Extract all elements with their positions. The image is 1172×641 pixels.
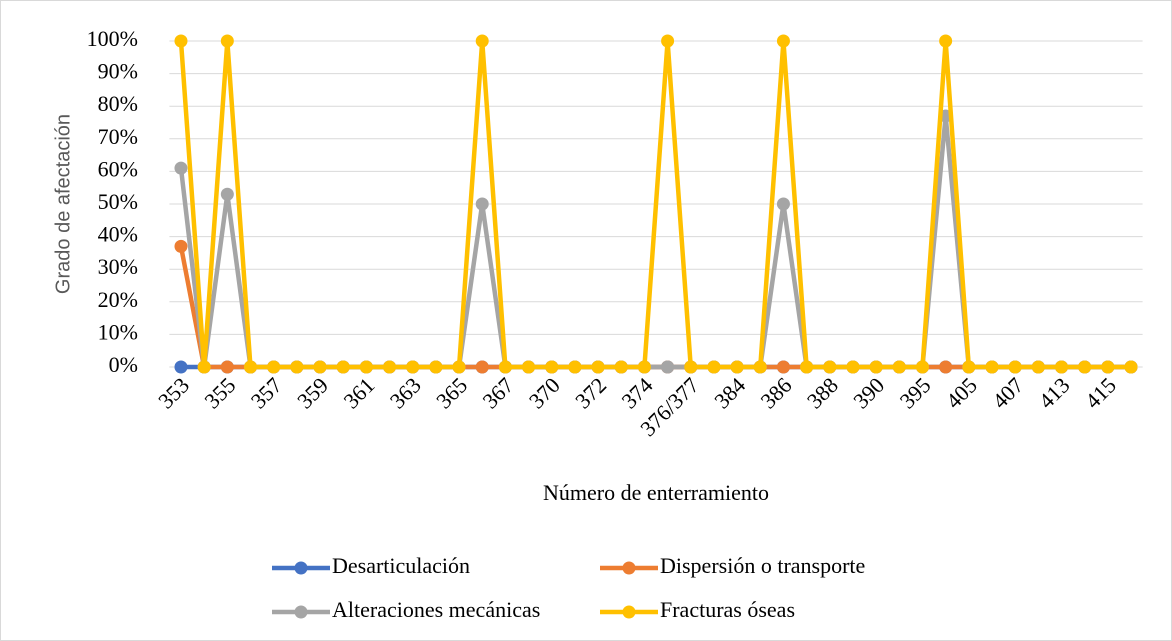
point xyxy=(174,34,188,48)
point xyxy=(1055,360,1068,374)
point xyxy=(475,360,489,374)
legend-marker xyxy=(294,561,308,575)
legend-marker xyxy=(622,605,636,619)
point xyxy=(892,360,906,374)
point xyxy=(614,360,628,374)
point xyxy=(707,360,721,374)
point xyxy=(1008,360,1022,374)
y-tick-label: 50% xyxy=(98,189,138,214)
point xyxy=(661,34,675,48)
legend-marker xyxy=(294,605,308,619)
point xyxy=(1031,360,1045,374)
y-tick-label: 100% xyxy=(87,26,138,51)
point xyxy=(776,197,790,211)
point xyxy=(776,34,790,48)
point xyxy=(869,360,883,374)
point xyxy=(591,360,605,374)
point xyxy=(244,360,257,374)
y-tick-label: 60% xyxy=(98,156,138,181)
legend-label: Alteraciones mecánicas xyxy=(332,597,540,622)
point xyxy=(846,360,860,374)
y-tick-label: 80% xyxy=(98,91,138,116)
point xyxy=(800,360,814,374)
y-tick-label: 70% xyxy=(98,124,138,149)
point xyxy=(939,34,953,48)
point xyxy=(359,360,373,374)
point xyxy=(568,360,582,374)
point xyxy=(776,360,790,374)
point xyxy=(498,360,512,374)
point xyxy=(939,360,953,374)
y-tick-label: 90% xyxy=(98,59,138,84)
point xyxy=(336,360,350,374)
point xyxy=(753,360,767,374)
point xyxy=(406,360,420,374)
legend-marker xyxy=(622,561,636,575)
x-axis-label: Número de enterramiento xyxy=(543,480,769,505)
point xyxy=(915,360,929,374)
point xyxy=(475,197,489,211)
point xyxy=(220,187,234,201)
point xyxy=(174,161,188,175)
point xyxy=(475,34,489,48)
point xyxy=(383,360,397,374)
point xyxy=(661,360,675,374)
point xyxy=(1078,360,1092,374)
point xyxy=(267,360,281,374)
point xyxy=(220,360,234,374)
point xyxy=(1124,360,1138,374)
point xyxy=(197,360,211,374)
point xyxy=(220,34,234,48)
point xyxy=(985,360,999,374)
point xyxy=(452,360,466,374)
y-tick-label: 10% xyxy=(98,319,138,344)
point xyxy=(823,360,837,374)
y-tick-label: 30% xyxy=(98,254,138,279)
point xyxy=(174,360,188,374)
legend-label: Dispersión o transporte xyxy=(660,553,865,578)
point xyxy=(637,360,651,374)
point xyxy=(730,360,744,374)
point xyxy=(545,360,559,374)
y-tick-label: 20% xyxy=(98,287,138,312)
point xyxy=(290,360,304,374)
point xyxy=(1101,360,1115,374)
point xyxy=(522,360,536,374)
point xyxy=(962,360,976,374)
point xyxy=(174,239,188,253)
y-axis-label: Grado de afectación xyxy=(52,114,74,294)
y-tick-label: 0% xyxy=(109,352,138,377)
point xyxy=(313,360,327,374)
point xyxy=(429,360,443,374)
point xyxy=(684,360,698,374)
y-tick-label: 40% xyxy=(98,222,138,247)
legend-label: Desarticulación xyxy=(332,553,470,578)
legend-label: Fracturas óseas xyxy=(660,597,795,622)
